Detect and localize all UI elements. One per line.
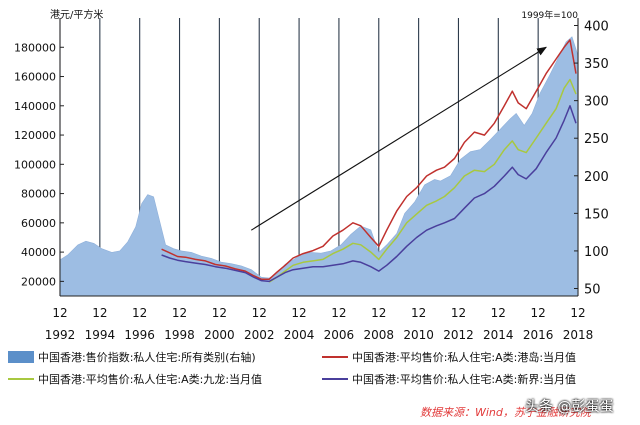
legend-item-index: 中国香港:售价指数:私人住宅:所有类别(右轴) <box>8 351 256 365</box>
x-tick-month-label: 12 <box>491 306 506 320</box>
kowloon-line <box>268 78 577 283</box>
x-tick-month-label: 12 <box>92 306 107 320</box>
x-tick-year-label: 2010 <box>403 328 434 342</box>
x-tick-year-label: 1992 <box>45 328 76 342</box>
legend-swatch-area <box>8 351 34 363</box>
legend-item-new-territories: 中国香港:平均售价:私人住宅:A类:新界:当月值 <box>322 373 576 387</box>
x-tick-month-label: 12 <box>531 306 546 320</box>
x-tick-month-label: 12 <box>331 306 346 320</box>
x-tick-month-label: 12 <box>371 306 386 320</box>
left-tick-label: 80000 <box>21 188 56 201</box>
x-tick-month-label: 12 <box>172 306 187 320</box>
right-tick-label: 250 <box>584 132 609 147</box>
x-tick-year-label: 2016 <box>523 328 554 342</box>
left-tick-label: 100000 <box>14 158 56 171</box>
x-tick-year-label: 2014 <box>483 328 514 342</box>
x-tick-month-label: 12 <box>52 306 67 320</box>
left-tick-label: 120000 <box>14 129 56 142</box>
legend-swatch-new-territories <box>322 378 348 380</box>
x-tick-year-label: 2002 <box>244 328 275 342</box>
left-axis-unit: 港元/平方米 <box>50 8 103 21</box>
right-tick-label: 100 <box>584 245 609 260</box>
axes: 20000 40000 60000 80000 100000 120000 140000 16… <box>14 18 609 342</box>
right-tick-label: 350 <box>584 57 609 72</box>
legend-item-kowloon: 中国香港:平均售价:私人住宅:A类:九龙:当月值 <box>8 373 262 387</box>
left-tick-label: 20000 <box>21 275 56 288</box>
hk-island-line <box>161 39 577 280</box>
x-tick-year-label: 1994 <box>85 328 116 342</box>
x-tick-month-label: 12 <box>570 306 585 320</box>
trend-arrow-annotation <box>250 46 547 231</box>
data-source: 数据来源：Wind，苏宁金融研究院 <box>420 406 591 419</box>
watermark: 头条 @彭蛋蛋 <box>525 399 614 415</box>
x-tick-month-label: 12 <box>132 306 147 320</box>
x-tick-year-label: 2006 <box>324 328 355 342</box>
x-tick-year-label: 2008 <box>363 328 394 342</box>
left-tick-label: 140000 <box>14 100 56 113</box>
left-tick-label: 160000 <box>14 71 56 84</box>
right-tick-label: 400 <box>584 20 609 35</box>
legend-swatch-kowloon <box>8 378 34 380</box>
x-tick-year-label: 2000 <box>204 328 235 342</box>
index-area <box>59 36 579 297</box>
new-territories-line <box>161 105 577 283</box>
right-axis-unit: 1999年=100 <box>521 9 578 21</box>
legend-item-hk-island: 中国香港:平均售价:私人住宅:A类:港岛:当月值 <box>322 351 576 365</box>
left-tick-label: 180000 <box>14 41 56 54</box>
x-tick-month-label: 12 <box>291 306 306 320</box>
left-tick-label: 40000 <box>21 246 56 259</box>
right-tick-label: 300 <box>584 95 609 110</box>
index-area-series <box>59 36 579 297</box>
x-tick-month-label: 12 <box>212 306 227 320</box>
right-tick-label: 50 <box>584 282 601 297</box>
x-tick-month-label: 12 <box>411 306 426 320</box>
right-tick-label: 200 <box>584 170 609 185</box>
x-tick-month-label: 12 <box>252 306 267 320</box>
left-tick-label: 60000 <box>21 217 56 230</box>
x-tick-year-label: 2012 <box>443 328 474 342</box>
x-tick-year-label: 1998 <box>164 328 195 342</box>
x-tick-month-label: 12 <box>451 306 466 320</box>
price-line-series <box>161 39 577 283</box>
x-tick-year-label: 2004 <box>284 328 315 342</box>
trend-arrow <box>250 46 547 231</box>
x-tick-year-label: 1996 <box>124 328 155 342</box>
legend: 中国香港:售价指数:私人住宅:所有类别(右轴) 中国香港:平均售价:私人住宅:A… <box>0 347 640 397</box>
right-tick-label: 150 <box>584 207 609 222</box>
legend-swatch-hk-island <box>322 356 348 358</box>
x-tick-year-label: 2018 <box>563 328 594 342</box>
